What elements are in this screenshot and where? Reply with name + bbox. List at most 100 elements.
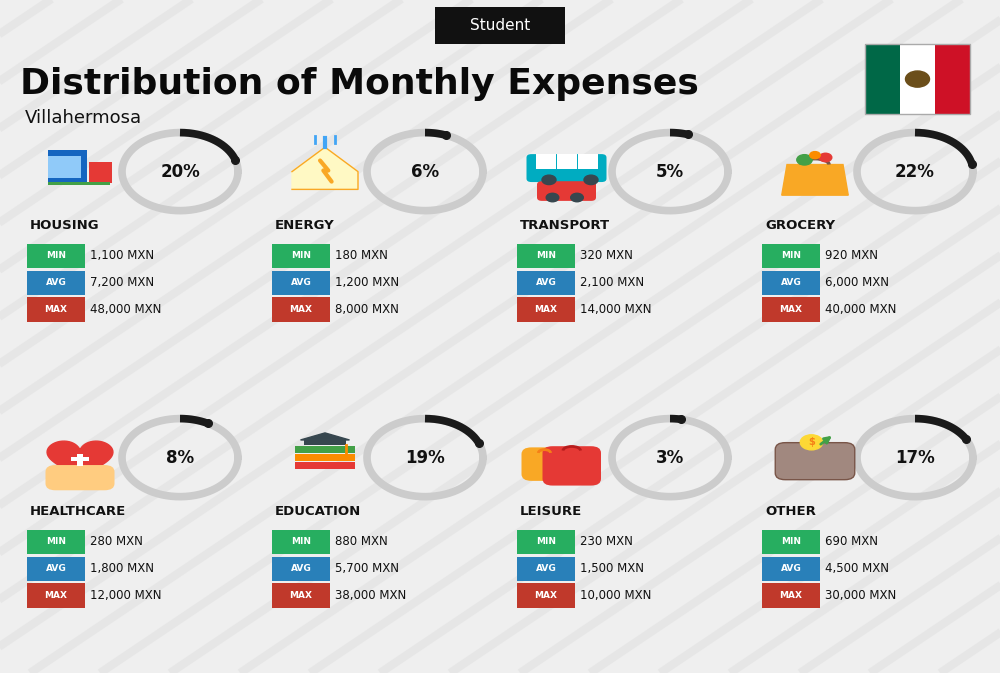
FancyBboxPatch shape [272, 557, 330, 581]
Text: 1,500 MXN: 1,500 MXN [580, 562, 644, 575]
Circle shape [797, 155, 812, 165]
Text: 920 MXN: 920 MXN [825, 249, 878, 262]
Text: 4,500 MXN: 4,500 MXN [825, 562, 889, 575]
Polygon shape [782, 165, 848, 195]
FancyBboxPatch shape [77, 454, 83, 466]
FancyBboxPatch shape [762, 244, 820, 268]
Polygon shape [292, 147, 358, 189]
Text: HOUSING: HOUSING [30, 219, 100, 232]
Text: 280 MXN: 280 MXN [90, 535, 143, 548]
FancyBboxPatch shape [900, 44, 935, 114]
Text: Student: Student [470, 17, 530, 33]
Text: 40,000 MXN: 40,000 MXN [825, 303, 896, 316]
Circle shape [800, 435, 823, 450]
FancyBboxPatch shape [48, 182, 110, 184]
Circle shape [810, 151, 820, 159]
Text: MIN: MIN [291, 537, 311, 546]
Text: LEISURE: LEISURE [520, 505, 582, 518]
Text: ENERGY: ENERGY [275, 219, 335, 232]
FancyBboxPatch shape [537, 181, 596, 201]
Text: MAX: MAX [290, 591, 313, 600]
FancyBboxPatch shape [27, 557, 85, 581]
FancyBboxPatch shape [69, 164, 81, 172]
Text: MIN: MIN [781, 251, 801, 260]
FancyBboxPatch shape [69, 156, 81, 164]
FancyBboxPatch shape [27, 583, 85, 608]
Text: 1,200 MXN: 1,200 MXN [335, 276, 399, 289]
FancyBboxPatch shape [578, 155, 598, 170]
FancyBboxPatch shape [272, 297, 330, 322]
Text: MIN: MIN [291, 251, 311, 260]
FancyBboxPatch shape [48, 164, 60, 172]
Text: GROCERY: GROCERY [765, 219, 835, 232]
FancyBboxPatch shape [295, 462, 355, 470]
Circle shape [542, 175, 556, 184]
Text: Distribution of Monthly Expenses: Distribution of Monthly Expenses [20, 67, 699, 101]
Text: MIN: MIN [536, 537, 556, 546]
FancyBboxPatch shape [27, 244, 85, 268]
FancyBboxPatch shape [522, 448, 568, 481]
Text: 19%: 19% [405, 449, 445, 466]
Circle shape [819, 153, 832, 162]
Text: 10,000 MXN: 10,000 MXN [580, 589, 651, 602]
Text: 8,000 MXN: 8,000 MXN [335, 303, 399, 316]
FancyBboxPatch shape [517, 530, 575, 554]
Text: OTHER: OTHER [765, 505, 816, 518]
Text: MAX: MAX [780, 591, 802, 600]
FancyBboxPatch shape [58, 170, 70, 178]
FancyBboxPatch shape [58, 164, 70, 172]
Text: 14,000 MXN: 14,000 MXN [580, 303, 652, 316]
FancyBboxPatch shape [272, 244, 330, 268]
Text: Villahermosa: Villahermosa [25, 109, 142, 127]
Text: 320 MXN: 320 MXN [580, 249, 633, 262]
Text: 12,000 MXN: 12,000 MXN [90, 589, 162, 602]
Text: 38,000 MXN: 38,000 MXN [335, 589, 406, 602]
Text: 17%: 17% [895, 449, 935, 466]
Text: 1,800 MXN: 1,800 MXN [90, 562, 154, 575]
FancyBboxPatch shape [58, 156, 70, 164]
FancyBboxPatch shape [295, 446, 355, 453]
Text: 880 MXN: 880 MXN [335, 535, 388, 548]
FancyBboxPatch shape [536, 155, 556, 170]
FancyBboxPatch shape [775, 443, 855, 480]
Text: AVG: AVG [291, 564, 311, 573]
Circle shape [584, 175, 598, 184]
FancyBboxPatch shape [517, 583, 575, 608]
FancyBboxPatch shape [295, 454, 355, 461]
Text: 180 MXN: 180 MXN [335, 249, 388, 262]
FancyBboxPatch shape [27, 271, 85, 295]
FancyBboxPatch shape [304, 440, 346, 445]
Text: 20%: 20% [160, 163, 200, 180]
Circle shape [906, 71, 930, 87]
FancyBboxPatch shape [71, 458, 89, 461]
Text: 3%: 3% [656, 449, 684, 466]
Polygon shape [47, 441, 113, 481]
Text: 22%: 22% [895, 163, 935, 180]
Text: AVG: AVG [536, 564, 556, 573]
Text: 5%: 5% [656, 163, 684, 180]
FancyBboxPatch shape [527, 154, 606, 182]
Text: 6,000 MXN: 6,000 MXN [825, 276, 889, 289]
Text: MIN: MIN [781, 537, 801, 546]
FancyBboxPatch shape [46, 465, 114, 490]
Text: 230 MXN: 230 MXN [580, 535, 633, 548]
Text: $: $ [808, 437, 815, 448]
FancyBboxPatch shape [272, 530, 330, 554]
FancyBboxPatch shape [272, 583, 330, 608]
FancyBboxPatch shape [272, 271, 330, 295]
Text: AVG: AVG [781, 564, 801, 573]
Text: 30,000 MXN: 30,000 MXN [825, 589, 896, 602]
Text: MAX: MAX [534, 591, 558, 600]
Text: AVG: AVG [46, 564, 66, 573]
FancyBboxPatch shape [48, 150, 87, 183]
Text: AVG: AVG [46, 278, 66, 287]
FancyBboxPatch shape [517, 271, 575, 295]
Text: AVG: AVG [536, 278, 556, 287]
Text: AVG: AVG [291, 278, 311, 287]
FancyBboxPatch shape [762, 297, 820, 322]
Text: 6%: 6% [411, 163, 439, 180]
Polygon shape [300, 433, 350, 440]
FancyBboxPatch shape [762, 271, 820, 295]
Text: MIN: MIN [46, 251, 66, 260]
Text: 2,100 MXN: 2,100 MXN [580, 276, 644, 289]
